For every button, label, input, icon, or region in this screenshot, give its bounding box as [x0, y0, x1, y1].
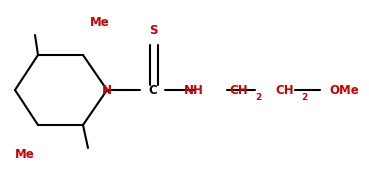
Text: CH: CH: [276, 84, 294, 96]
Text: 2: 2: [301, 93, 307, 101]
Text: S: S: [149, 24, 157, 36]
Text: NH: NH: [184, 84, 204, 96]
Text: OMe: OMe: [329, 84, 359, 96]
Text: Me: Me: [15, 149, 35, 161]
Text: 2: 2: [255, 93, 261, 101]
Text: N: N: [102, 84, 112, 96]
Text: C: C: [149, 84, 157, 96]
Text: Me: Me: [90, 16, 110, 30]
Text: CH: CH: [230, 84, 248, 96]
